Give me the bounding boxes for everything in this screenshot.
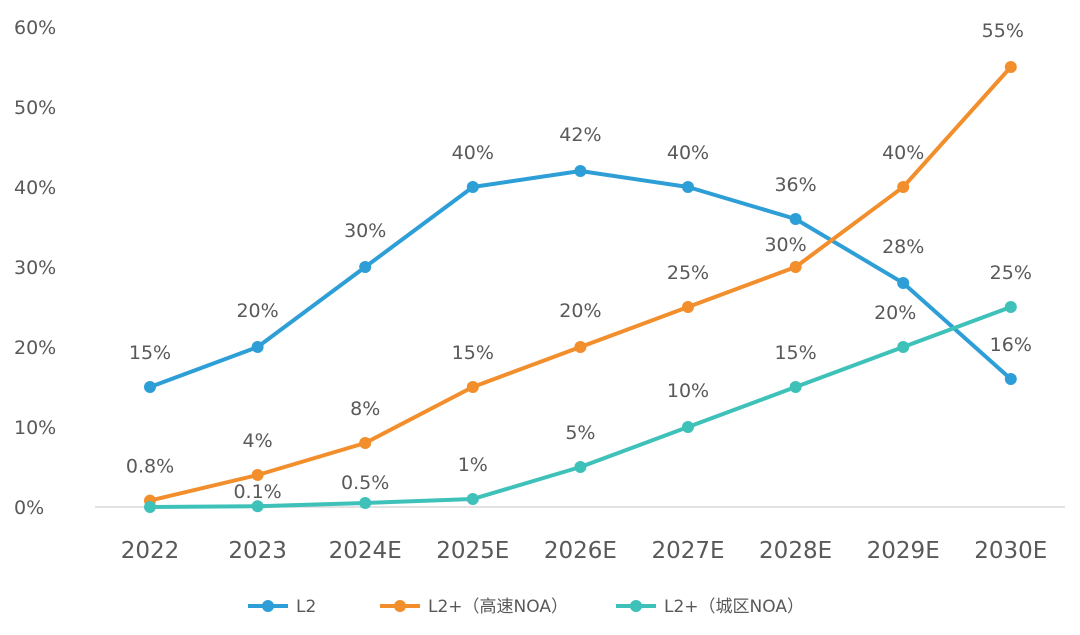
data-label: 20% bbox=[236, 300, 278, 322]
data-label: 15% bbox=[452, 342, 494, 364]
data-label: 30% bbox=[764, 234, 806, 256]
data-label: 0.8% bbox=[126, 456, 174, 478]
data-point bbox=[574, 461, 587, 473]
data-label: 25% bbox=[667, 262, 709, 284]
series-line bbox=[148, 305, 1013, 509]
y-tick-label: 20% bbox=[14, 337, 56, 359]
data-point bbox=[1004, 373, 1017, 385]
data-label: 36% bbox=[774, 174, 816, 196]
legend-marker bbox=[394, 600, 406, 612]
data-label: 40% bbox=[882, 142, 924, 164]
data-point bbox=[144, 381, 156, 393]
data-point bbox=[1004, 301, 1017, 313]
legend: L2 L2+（高速NOA） L2+（城区NOA） bbox=[248, 597, 804, 617]
data-label: 5% bbox=[565, 422, 595, 444]
data-point bbox=[359, 261, 372, 273]
data-point bbox=[682, 181, 694, 193]
x-tick-label: 2030E bbox=[974, 538, 1047, 564]
data-label: 15% bbox=[774, 342, 816, 364]
y-tick-label: 30% bbox=[14, 257, 56, 279]
data-label: 1% bbox=[458, 454, 488, 476]
legend-marker bbox=[630, 600, 642, 612]
data-label: 10% bbox=[667, 380, 709, 402]
data-point bbox=[251, 500, 264, 513]
data-label: 0.1% bbox=[233, 481, 281, 503]
data-point bbox=[144, 501, 156, 513]
data-point bbox=[466, 181, 479, 193]
data-point bbox=[897, 277, 910, 289]
y-tick-label: 0% bbox=[14, 497, 44, 519]
data-label: 30% bbox=[344, 220, 386, 242]
data-point bbox=[1004, 61, 1017, 73]
data-point bbox=[574, 341, 587, 353]
data-label: 20% bbox=[559, 300, 601, 322]
y-tick-label: 10% bbox=[14, 417, 56, 439]
x-tick-label: 2026E bbox=[544, 538, 617, 564]
data-point bbox=[789, 261, 802, 273]
x-tick-label: 2023 bbox=[228, 538, 287, 564]
legend-label: L2 bbox=[296, 597, 316, 617]
x-tick-label: 2024E bbox=[329, 538, 402, 564]
data-label: 4% bbox=[243, 430, 273, 452]
data-point bbox=[897, 341, 910, 353]
data-label: 40% bbox=[452, 142, 494, 164]
data-point bbox=[251, 341, 264, 353]
data-label: 15% bbox=[129, 342, 171, 364]
x-tick-label: 2027E bbox=[651, 538, 724, 564]
x-tick-label: 2022 bbox=[121, 538, 180, 564]
data-label: 55% bbox=[982, 20, 1024, 42]
x-axis: 2022 2023 2024E 2025E 2026E 2027E 2028E 2029E 20… bbox=[121, 538, 1048, 564]
x-tick-label: 2029E bbox=[867, 538, 940, 564]
x-tick-label: 2025E bbox=[436, 538, 509, 564]
y-tick-label: 50% bbox=[14, 97, 56, 119]
data-label: 0.5% bbox=[341, 472, 389, 494]
data-label: 42% bbox=[559, 124, 601, 146]
data-label: 8% bbox=[350, 398, 380, 420]
data-point bbox=[574, 165, 587, 177]
legend-marker bbox=[262, 600, 274, 612]
legend-label: L2+（城区NOA） bbox=[664, 597, 804, 617]
y-axis: 0% 10% 20% 30% 40% 50% 60% bbox=[14, 17, 56, 519]
data-label: 40% bbox=[667, 142, 709, 164]
data-point bbox=[789, 213, 802, 225]
data-label: 25% bbox=[990, 262, 1032, 284]
y-tick-label: 60% bbox=[14, 17, 56, 39]
data-point bbox=[789, 381, 802, 393]
data-label: 16% bbox=[990, 334, 1032, 356]
series-points bbox=[144, 61, 1017, 513]
y-tick-label: 40% bbox=[14, 177, 56, 199]
data-point bbox=[466, 493, 479, 505]
data-point bbox=[251, 469, 264, 481]
legend-label: L2+（高速NOA） bbox=[428, 597, 568, 617]
data-point bbox=[359, 497, 372, 509]
data-label: 20% bbox=[874, 302, 916, 324]
data-label: 28% bbox=[882, 236, 924, 258]
x-tick-label: 2028E bbox=[759, 538, 832, 564]
data-point bbox=[682, 421, 694, 433]
data-point bbox=[466, 381, 479, 393]
data-point bbox=[897, 181, 910, 193]
data-point bbox=[359, 437, 372, 449]
data-labels: 15% 20% 30% 40% 42% 40% 36% 28% 16% 0.8% 4% 8% 15% 20… bbox=[126, 20, 1032, 503]
data-point bbox=[682, 301, 694, 313]
